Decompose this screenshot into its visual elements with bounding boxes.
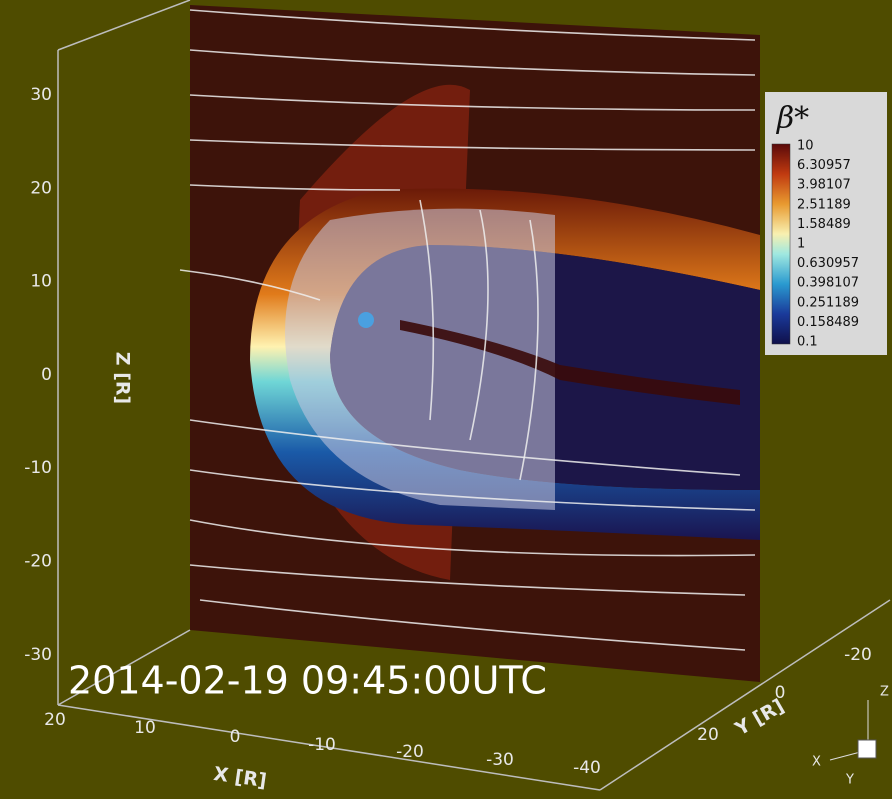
- colorbar-label: 2.51189: [797, 197, 851, 212]
- y-tick-label: 0: [775, 683, 786, 703]
- x-tick-label: -40: [573, 758, 601, 778]
- page: Z [R] X [R] Y [R] 2014-02-19 09:45:00UTC…: [0, 0, 892, 799]
- triad-y-label: Y: [845, 773, 854, 788]
- colorbar-label: 0.1: [797, 335, 818, 350]
- triad-cube: [858, 740, 876, 758]
- z-tick-label: 0: [41, 365, 52, 385]
- colorbar-label: 3.98107: [797, 178, 851, 193]
- colorbar-label: 1.58489: [797, 217, 851, 232]
- z-tick-label: -10: [24, 458, 52, 478]
- colorbar-label: 0.158489: [797, 315, 859, 330]
- triad-z-label: Z: [880, 685, 889, 700]
- z-tick-label: 10: [30, 272, 52, 292]
- colorbar-label: 0.251189: [797, 295, 859, 310]
- x-axis-label: X [R]: [212, 763, 268, 792]
- x-tick-label: -20: [396, 742, 424, 762]
- figure: Z [R] X [R] Y [R] 2014-02-19 09:45:00UTC…: [0, 0, 892, 799]
- colorbar-title: β*: [776, 101, 809, 136]
- colorbar-label: 0.398107: [797, 276, 859, 291]
- triad: Z X Y: [812, 685, 889, 788]
- z-tick-label: -20: [24, 552, 52, 572]
- colorbar-ramp: [772, 144, 790, 344]
- earth: [358, 312, 374, 328]
- y-tick-label: 20: [697, 725, 719, 745]
- z-tick-label: 20: [30, 178, 52, 198]
- z-axis-label: Z [R]: [112, 352, 134, 404]
- colorbar-label: 6.30957: [797, 158, 851, 173]
- x-tick-label: 0: [230, 727, 241, 747]
- colorbar-label: 1: [797, 237, 805, 252]
- x-tick-label: 20: [44, 710, 66, 730]
- x-tick-label: 10: [134, 718, 156, 738]
- x-tick-label: -30: [486, 750, 514, 770]
- z-tick-label: 30: [30, 85, 52, 105]
- colorbar-label: 0.630957: [797, 256, 859, 271]
- x-tick-label: -10: [308, 735, 336, 755]
- y-tick-label: -20: [844, 645, 872, 665]
- z-tick-label: -30: [24, 645, 52, 665]
- colorbar-label: 10: [797, 139, 814, 154]
- triad-x-label: X: [812, 755, 821, 770]
- timestamp: 2014-02-19 09:45:00UTC: [68, 659, 547, 703]
